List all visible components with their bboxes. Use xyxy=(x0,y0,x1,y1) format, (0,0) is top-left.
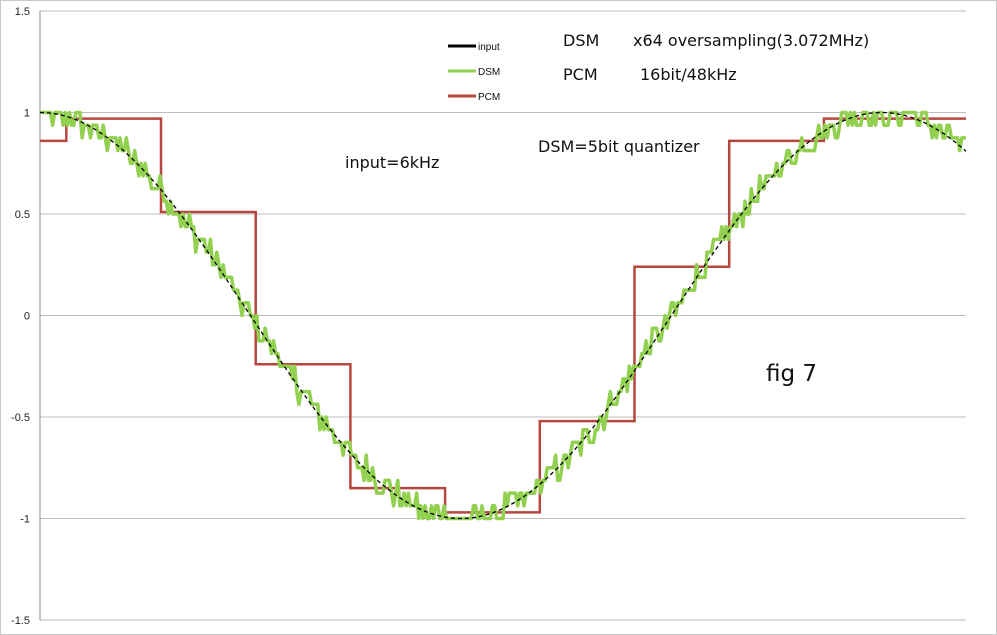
annotation-pcm-format: 16bit/48kHz xyxy=(640,65,737,84)
y-tick-label: 1.5 xyxy=(15,6,30,18)
annotation-quantizer: DSM=5bit quantizer xyxy=(538,137,700,156)
annotation-pcm: PCM xyxy=(563,65,598,84)
annotation-oversampling: x64 oversampling(3.072MHz) xyxy=(633,31,869,50)
y-tick-label: 1 xyxy=(24,108,30,120)
annotation-input-frequency: input=6kHz xyxy=(345,153,439,172)
legend-label-input: input xyxy=(478,42,500,53)
legend-label-dsm: DSM xyxy=(478,67,500,78)
y-tick-label: 0.5 xyxy=(15,209,30,221)
grid-lines xyxy=(39,10,966,621)
y-tick-label: -0.5 xyxy=(11,412,30,424)
figure-label: fig 7 xyxy=(766,361,817,387)
y-axis-ticks: 1.5 1 0.5 0 -0.5 -1 -1.5 xyxy=(11,6,30,627)
legend: input DSM PCM xyxy=(448,42,500,103)
annotation-dsm: DSM xyxy=(563,31,599,50)
legend-label-pcm: PCM xyxy=(478,92,500,103)
series-dsm-line xyxy=(40,110,966,521)
y-tick-label: -1 xyxy=(20,514,30,526)
y-tick-label: 0 xyxy=(24,311,30,323)
y-tick-label: -1.5 xyxy=(11,615,30,627)
plot-area xyxy=(40,110,967,521)
